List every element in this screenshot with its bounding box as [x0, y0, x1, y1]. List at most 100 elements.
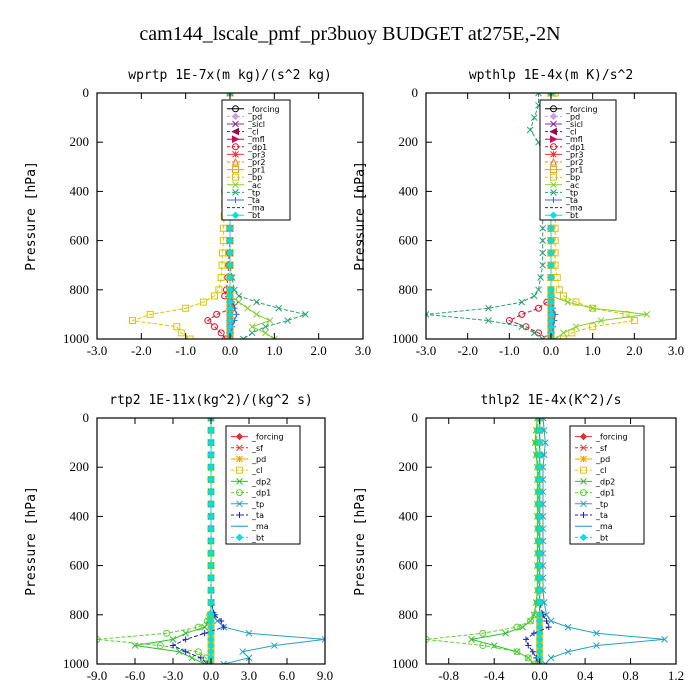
series-tp [426, 93, 547, 339]
series-bt [535, 418, 544, 664]
x-tick-label: 2.0 [626, 343, 642, 358]
legend-label: _dp2 [251, 477, 271, 486]
data-point [426, 635, 430, 643]
legend-entry: _sf [231, 444, 263, 453]
legend-label: _forcing [247, 105, 280, 114]
legend-entry: _pd [227, 112, 262, 121]
data-point [540, 599, 548, 606]
legend-label: _cl [595, 466, 607, 475]
legend-entry: _pr3 [227, 150, 265, 159]
data-point [186, 335, 194, 339]
legend-label: _tp [247, 188, 260, 197]
legend-marker [235, 533, 244, 542]
legend-marker [550, 173, 557, 181]
data-point [204, 317, 212, 325]
legend-entry: _bp [545, 173, 580, 182]
y-tick-label: 600 [399, 233, 419, 248]
data-point [530, 660, 538, 664]
data-point [539, 335, 547, 339]
legend-entry: _forcing [227, 105, 280, 114]
legend-marker [549, 127, 557, 136]
panel-title: rtp2 1E-11x(kg^2)/(kg^2 s) [109, 393, 313, 408]
legend-label: _ac [247, 181, 261, 190]
legend-entry: _forcing [575, 433, 628, 442]
series-dp2 [131, 418, 215, 664]
legend-label: _dp1 [595, 489, 615, 498]
legend-marker [580, 444, 587, 452]
legend-marker [550, 151, 557, 158]
legend-entry: _ta [575, 511, 608, 520]
legend-label: _bp [247, 173, 262, 182]
legend-marker [232, 143, 239, 151]
legend-entry: _tp [231, 500, 264, 509]
data-point [248, 323, 256, 331]
y-axis-label: Pressure [hPa] [353, 486, 368, 596]
data-point [163, 629, 171, 637]
data-point [207, 586, 215, 594]
series-dp2 [468, 418, 541, 664]
legend-label: _tp [251, 500, 264, 509]
data-point [210, 292, 218, 300]
legend-label: _pr2 [247, 158, 265, 167]
legend-entry: _bp [227, 173, 262, 182]
legend-label: _ta [251, 511, 264, 520]
legend-label: _pr3 [565, 150, 583, 159]
legend-marker [580, 455, 587, 463]
legend-marker [236, 455, 243, 463]
legend-label: _ma [251, 522, 269, 531]
y-tick-label: 200 [399, 459, 419, 474]
legend-entry: _cl [545, 128, 577, 137]
data-point [540, 451, 548, 459]
legend-marker [232, 173, 239, 181]
panel-title: wpthlp 1E-4x(m K)/s^2 [469, 68, 633, 83]
legend-label: _tp [595, 500, 608, 509]
data-point [226, 273, 234, 282]
y-tick-label: 1000 [63, 656, 89, 671]
data-point [177, 329, 185, 337]
y-tick-label: 400 [399, 508, 419, 523]
plot-frame [425, 417, 677, 665]
legend-label: _dp1 [565, 143, 585, 152]
legend-marker [550, 166, 557, 174]
legend-marker [231, 157, 240, 166]
data-point [207, 438, 215, 447]
legend-entry: _bt [231, 533, 264, 542]
x-tick-label: -2.0 [131, 343, 152, 358]
data-point [539, 261, 547, 269]
data-point [194, 648, 202, 656]
x-tick-label: -0.8 [438, 668, 459, 683]
data-point [539, 237, 547, 244]
y-tick-label: 200 [399, 134, 419, 149]
x-tick-label: 0.4 [577, 668, 594, 683]
data-point [182, 636, 189, 643]
data-point [529, 648, 536, 655]
data-point [233, 311, 240, 318]
data-point [226, 261, 234, 269]
data-point [535, 463, 544, 471]
data-point [207, 500, 215, 508]
legend-label: _forcing [565, 105, 598, 114]
series-line [171, 418, 225, 664]
legend-entry: _ma [227, 204, 265, 213]
data-point [231, 286, 238, 294]
y-tick-label: 0 [83, 410, 90, 425]
y-tick-label: 1000 [392, 331, 418, 346]
legend-entry: _ma [575, 522, 613, 531]
data-point [535, 512, 544, 521]
data-point [239, 335, 247, 339]
data-point [204, 660, 212, 664]
data-point [535, 488, 544, 496]
data-point [239, 648, 247, 656]
legend-label: _forcing [595, 433, 628, 442]
series-line [134, 418, 212, 664]
legend-entry: _dp1 [575, 489, 615, 498]
data-point [213, 310, 221, 318]
data-point [207, 524, 215, 533]
legend-marker [232, 151, 239, 158]
x-tick-label: -0.4 [484, 668, 505, 683]
data-point [253, 298, 260, 306]
legend-marker [550, 135, 558, 144]
x-tick-label: 0.0 [543, 343, 559, 358]
data-point [262, 323, 269, 331]
data-point [485, 317, 492, 324]
